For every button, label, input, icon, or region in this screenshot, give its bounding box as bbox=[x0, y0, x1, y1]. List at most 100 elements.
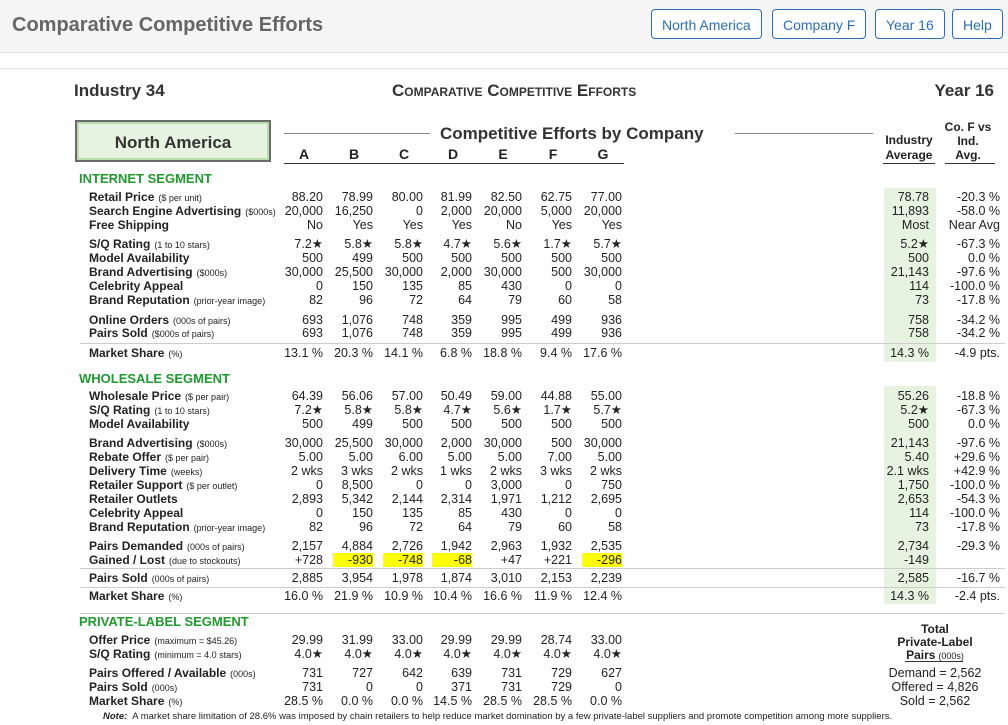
region-button[interactable]: North America bbox=[651, 9, 762, 39]
totals-line: Offered = 4,826 bbox=[891, 680, 979, 694]
cell-value: 5.7★ bbox=[593, 403, 622, 417]
cell-value: 2,157 bbox=[291, 539, 323, 553]
cell-value: 2,963 bbox=[490, 539, 522, 553]
industry-average: 5.2★ bbox=[900, 237, 929, 251]
cell-value: 4.0★ bbox=[344, 647, 373, 661]
row-label-text: Gained / Lost bbox=[89, 553, 166, 567]
f-vs-average: -100.0 % bbox=[949, 478, 1000, 492]
cell-value: 9.4 % bbox=[540, 346, 572, 360]
row-unit: (000s of pairs) bbox=[173, 316, 231, 326]
avg-column-bg bbox=[884, 386, 936, 604]
cell-value: 5.6★ bbox=[493, 237, 522, 251]
cell-value: 0 bbox=[316, 478, 323, 492]
rule bbox=[883, 163, 935, 164]
cell-value: 30,000 bbox=[384, 265, 423, 279]
cell-value: 20.3 % bbox=[334, 346, 373, 360]
cell-value: 20,000 bbox=[483, 204, 522, 218]
cell-value: 80.00 bbox=[391, 190, 423, 204]
note-text: A market share limitation of 28.6% was i… bbox=[132, 711, 893, 722]
cell-value: 64 bbox=[458, 293, 472, 307]
row-label-text: Pairs Offered / Available bbox=[89, 666, 227, 680]
row-label: Celebrity Appeal bbox=[89, 279, 183, 293]
cell-value: 2,000 bbox=[440, 265, 472, 279]
cell-value: 33.00 bbox=[590, 633, 622, 647]
row-label: Free Shipping bbox=[89, 218, 169, 232]
industry-average: 14.3 % bbox=[890, 589, 929, 603]
industry-average: 21,143 bbox=[890, 265, 929, 279]
cell-value: 4.0★ bbox=[394, 647, 423, 661]
row-label-text: Brand Reputation bbox=[89, 293, 190, 307]
company-button[interactable]: Company F bbox=[772, 9, 867, 39]
cell-value: 0 bbox=[316, 279, 323, 293]
cell-value: +221 bbox=[543, 553, 572, 567]
cell-value: 18.8 % bbox=[483, 346, 522, 360]
help-button[interactable]: Help bbox=[952, 9, 1003, 39]
cell-value: 500 bbox=[402, 417, 423, 431]
f-vs-average: 0.0 % bbox=[968, 251, 1000, 265]
cell-value: -68 bbox=[432, 553, 472, 567]
cell-value: 2,153 bbox=[540, 571, 572, 585]
cell-value: 693 bbox=[302, 326, 323, 340]
industry-average: 758 bbox=[908, 326, 929, 340]
cell-value: 28.5 % bbox=[284, 694, 323, 708]
cell-value: 499 bbox=[551, 313, 572, 327]
segment-title: INTERNET SEGMENT bbox=[79, 171, 212, 186]
cell-value: 31.99 bbox=[341, 633, 373, 647]
cell-value: 1,971 bbox=[490, 492, 522, 506]
cell-value: 4.0★ bbox=[543, 647, 572, 661]
row-label: Pairs Offered / Available (000s) bbox=[89, 666, 256, 681]
cell-value: 82 bbox=[309, 520, 323, 534]
cell-value: 30,000 bbox=[384, 436, 423, 450]
row-unit: ($ per pair) bbox=[185, 392, 230, 402]
cell-value: 729 bbox=[551, 666, 572, 680]
year-button[interactable]: Year 16 bbox=[875, 9, 945, 39]
cell-value: 0.0 % bbox=[391, 694, 423, 708]
cell-value: 3 wks bbox=[540, 464, 572, 478]
cell-value: 0 bbox=[615, 506, 622, 520]
row-label: Retailer Outlets bbox=[89, 492, 178, 506]
report-panel bbox=[0, 68, 1008, 725]
cell-value: 3,954 bbox=[341, 571, 373, 585]
cell-value: 62.75 bbox=[540, 190, 572, 204]
company-letter: B bbox=[348, 146, 360, 162]
industry-average: 73 bbox=[915, 293, 929, 307]
cell-value: 20,000 bbox=[583, 204, 622, 218]
cell-value: 14.1 % bbox=[384, 346, 423, 360]
cell-value: 500 bbox=[551, 417, 572, 431]
note: Note: A market share limitation of 28.6% … bbox=[103, 711, 892, 722]
row-unit: (000s) bbox=[151, 683, 178, 693]
cell-value: 82 bbox=[309, 293, 323, 307]
row-label-text: S/Q Rating bbox=[89, 647, 151, 661]
cell-value: 30,000 bbox=[583, 436, 622, 450]
industry-average: 2.1 wks bbox=[886, 464, 929, 478]
row-label: Pairs Sold (000s) bbox=[89, 680, 177, 695]
cell-value: 0.0 % bbox=[341, 694, 373, 708]
cell-value: 6.8 % bbox=[440, 346, 472, 360]
cell-value: 5.8★ bbox=[394, 237, 423, 251]
industry-average: 78.78 bbox=[897, 190, 929, 204]
f-vs-average: -17.8 % bbox=[956, 520, 1000, 534]
cell-value: 936 bbox=[601, 326, 622, 340]
f-vs-average: 0.0 % bbox=[968, 417, 1000, 431]
cell-value: 627 bbox=[601, 666, 622, 680]
row-label: Market Share (%) bbox=[89, 589, 182, 604]
cell-value: -748 bbox=[383, 553, 423, 567]
cell-value: 748 bbox=[402, 313, 423, 327]
cell-value: 30,000 bbox=[284, 265, 323, 279]
cell-value: -930 bbox=[333, 553, 373, 567]
cell-value: 2,000 bbox=[440, 436, 472, 450]
cell-value: 1,076 bbox=[341, 313, 373, 327]
row-label: Pairs Sold ($000s of pairs) bbox=[89, 326, 214, 341]
cell-value: 5,000 bbox=[540, 204, 572, 218]
cell-value: 0 bbox=[416, 204, 423, 218]
cell-value: 500 bbox=[501, 251, 522, 265]
cell-value: 1,942 bbox=[440, 539, 472, 553]
row-label-text: Celebrity Appeal bbox=[89, 506, 184, 520]
industry-average: 14.3 % bbox=[890, 346, 929, 360]
cell-value: Yes bbox=[352, 218, 373, 232]
cell-value: 28.5 % bbox=[483, 694, 522, 708]
row-label: Pairs Demanded (000s of pairs) bbox=[89, 539, 245, 554]
f-vs-average: -2.4 pts. bbox=[954, 589, 1000, 603]
row-label: Wholesale Price ($ per pair) bbox=[89, 389, 229, 404]
cell-value: 72 bbox=[409, 293, 423, 307]
